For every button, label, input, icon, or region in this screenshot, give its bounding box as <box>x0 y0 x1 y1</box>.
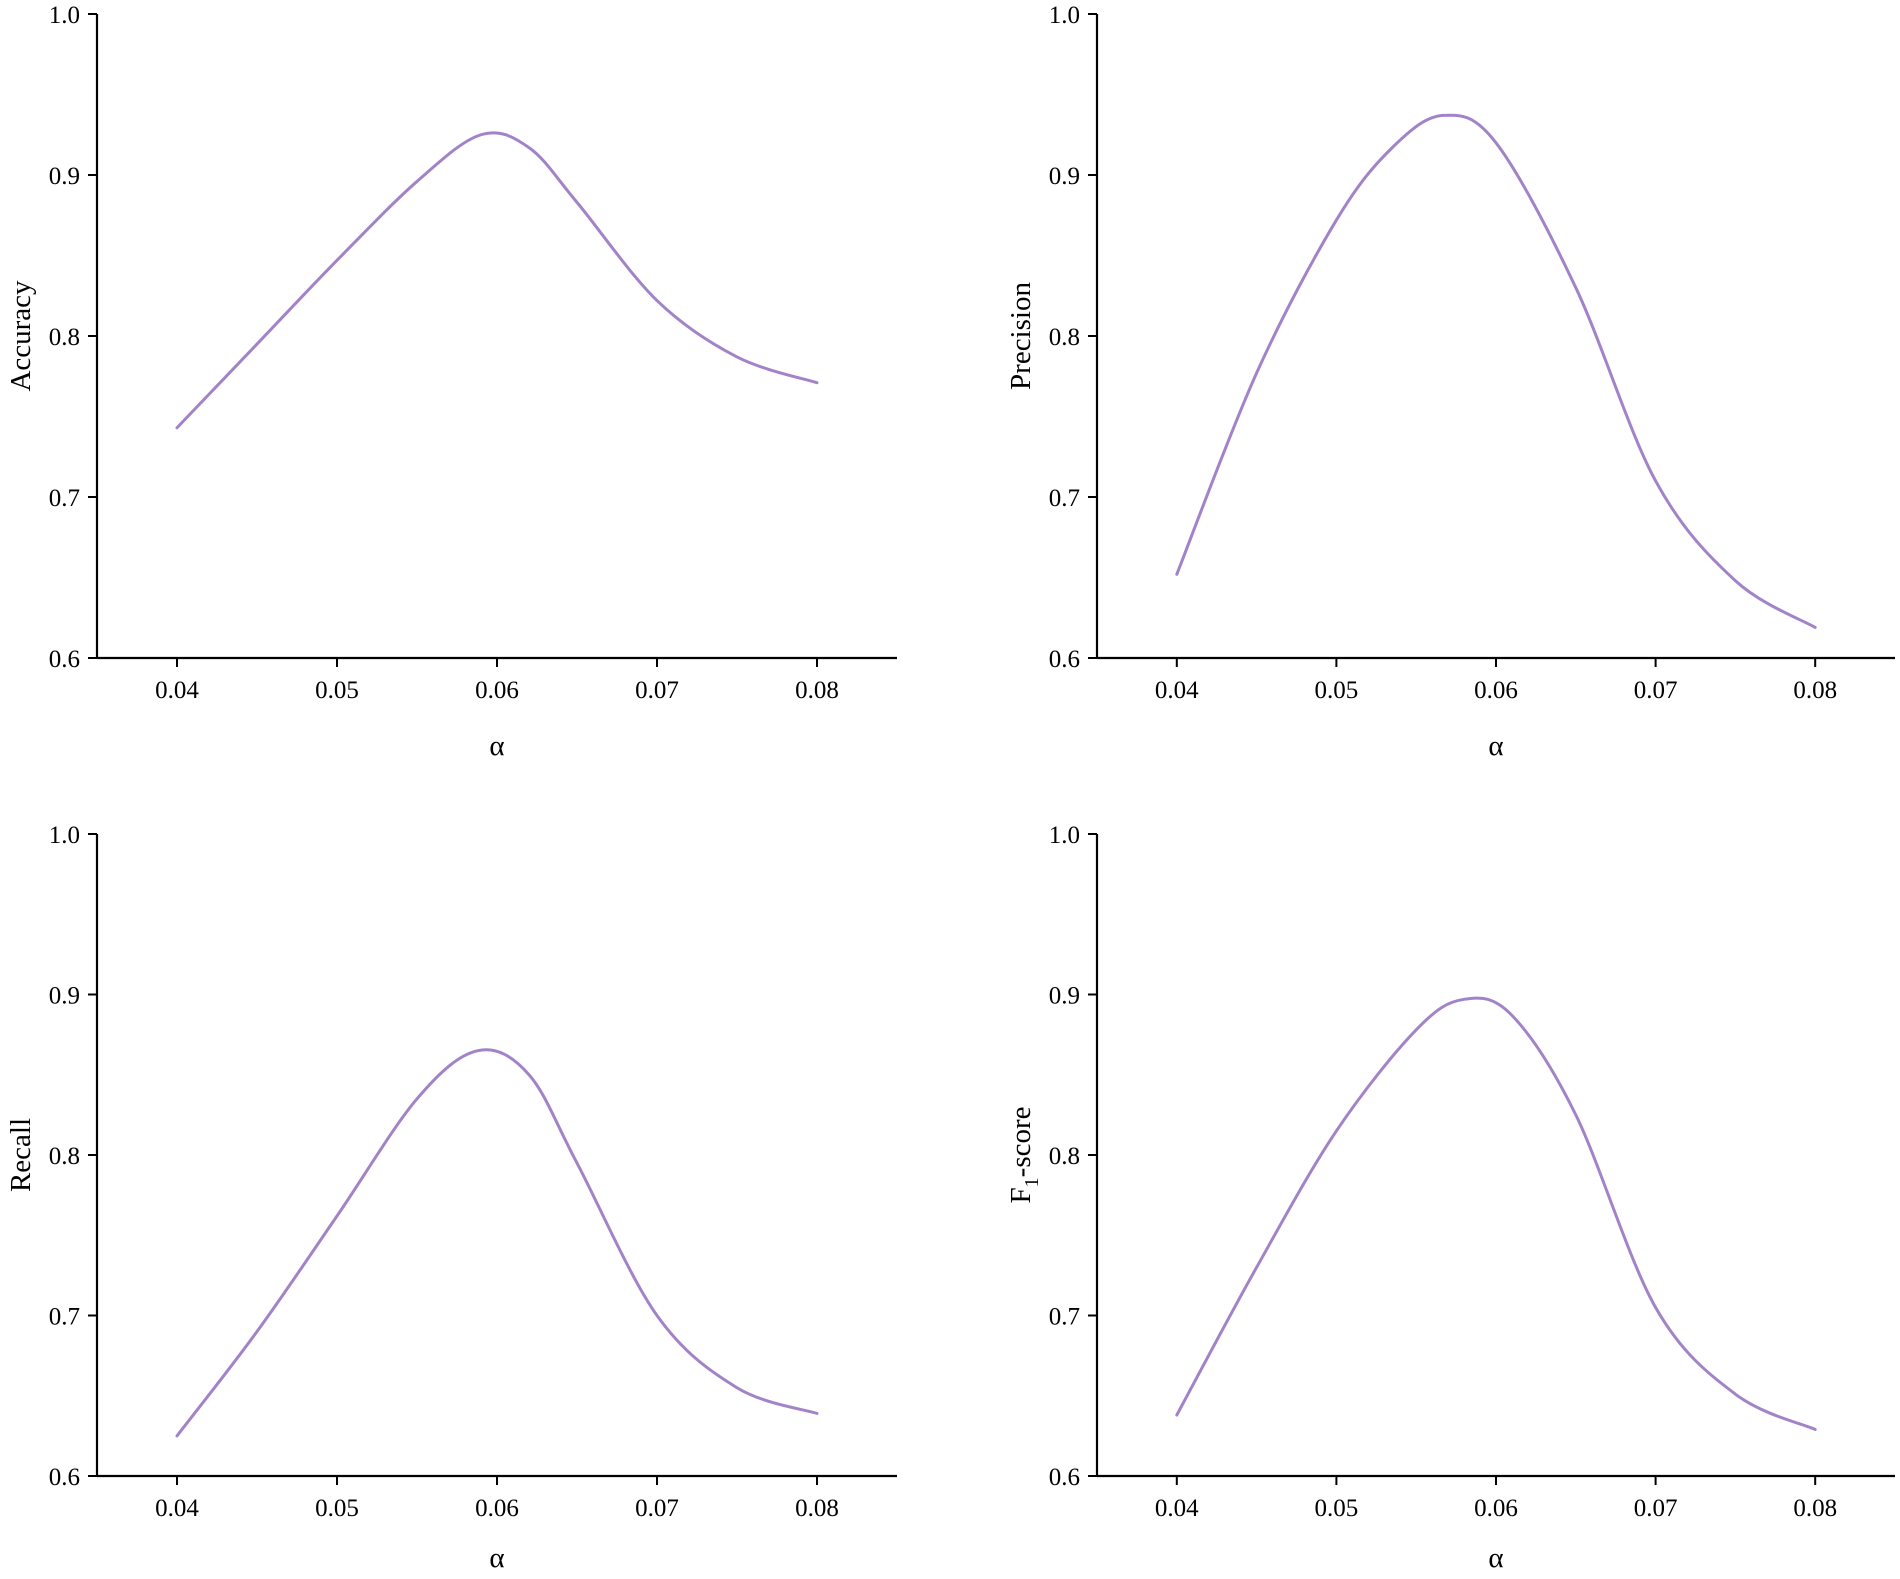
y-tick-label: 0.8 <box>1049 1143 1080 1170</box>
y-tick-label: 1.0 <box>1049 2 1080 29</box>
y-tick-label: 0.9 <box>1049 163 1080 190</box>
y-tick-label: 0.9 <box>1049 983 1080 1010</box>
y-tick-label: 0.8 <box>49 1143 80 1170</box>
x-tick-label: 0.05 <box>1315 1495 1359 1522</box>
ticks-group: 0.04 0.05 0.06 0.07 0.08 0.6 0.7 0.8 0.9 1.0 <box>49 2 839 704</box>
y-tick-label: 0.7 <box>49 485 80 512</box>
ticks-group: 0.04 0.05 0.06 0.07 0.08 0.6 0.7 0.8 0.9 1.0 <box>1049 2 1837 704</box>
x-tick-label: 0.07 <box>1634 677 1678 704</box>
x-tick-label: 0.05 <box>315 677 359 704</box>
x-tick-label: 0.07 <box>635 677 679 704</box>
x-axis-label: α <box>1488 1542 1503 1574</box>
precision-series-line <box>1175 113 1817 629</box>
x-tick-label: 0.06 <box>1474 1495 1518 1522</box>
x-tick-label: 0.08 <box>795 1495 839 1522</box>
y-tick-label: 0.8 <box>1049 324 1080 351</box>
y-tick-label: 0.9 <box>49 983 80 1010</box>
x-tick-label: 0.07 <box>635 1495 679 1522</box>
x-tick-label: 0.07 <box>1634 1495 1678 1522</box>
x-tick-label: 0.05 <box>1315 677 1359 704</box>
y-axis-label: F1-score <box>1005 1107 1043 1204</box>
y-axis-label: Accuracy <box>5 280 37 392</box>
y-tick-label: 0.6 <box>1049 1464 1080 1491</box>
y-tick-label: 1.0 <box>49 822 80 849</box>
y-axis-label-main: F <box>1005 1187 1037 1203</box>
y-tick-label: 0.8 <box>49 324 80 351</box>
x-tick-label: 0.04 <box>1155 1495 1199 1522</box>
accuracy-series-line <box>175 131 819 430</box>
y-tick-label: 0.7 <box>49 1304 80 1331</box>
y-tick-label: 1.0 <box>1049 822 1080 849</box>
ticks-group: 0.04 0.05 0.06 0.07 0.08 0.6 0.7 0.8 0.9 1.0 <box>49 822 839 1522</box>
x-tick-label: 0.06 <box>475 1495 519 1522</box>
x-tick-label: 0.06 <box>1474 677 1518 704</box>
chart-recall: 0.04 0.05 0.06 0.07 0.08 0.6 0.7 0.8 0.9 1.0 α Re… <box>5 822 897 1574</box>
x-tick-label: 0.08 <box>1793 1495 1837 1522</box>
x-tick-label: 0.08 <box>1793 677 1837 704</box>
chart-accuracy: 0.04 0.05 0.06 0.07 0.08 0.6 0.7 0.8 0.9 1.0 α Ac… <box>5 2 897 762</box>
x-tick-label: 0.04 <box>155 1495 199 1522</box>
x-tick-label: 0.06 <box>475 677 519 704</box>
x-axis-label: α <box>489 1542 504 1574</box>
x-tick-label: 0.04 <box>155 677 199 704</box>
chart-precision: 0.04 0.05 0.06 0.07 0.08 0.6 0.7 0.8 0.9 1.0 α Pr… <box>1005 2 1895 762</box>
ticks-group: 0.04 0.05 0.06 0.07 0.08 0.6 0.7 0.8 0.9 1.0 <box>1049 822 1837 1522</box>
f1-score-series-line <box>1175 996 1817 1431</box>
x-tick-label: 0.04 <box>1155 677 1199 704</box>
y-tick-label: 0.7 <box>1049 1304 1080 1331</box>
y-axis-label: Recall <box>5 1118 37 1192</box>
y-tick-label: 0.9 <box>49 163 80 190</box>
recall-series-line <box>175 1048 819 1438</box>
chart-f1-score: 0.04 0.05 0.06 0.07 0.08 0.6 0.7 0.8 0.9 1.0 α F1… <box>1005 822 1895 1574</box>
y-axis-label: Precision <box>1005 282 1037 390</box>
y-tick-label: 0.6 <box>49 646 80 673</box>
y-tick-label: 0.6 <box>1049 646 1080 673</box>
y-axis-label-subscript: 1 <box>1021 1177 1043 1187</box>
x-tick-label: 0.08 <box>795 677 839 704</box>
x-axis-label: α <box>1488 730 1503 762</box>
y-tick-label: 0.6 <box>49 1464 80 1491</box>
y-tick-label: 1.0 <box>49 2 80 29</box>
x-tick-label: 0.05 <box>315 1495 359 1522</box>
y-tick-label: 0.7 <box>1049 485 1080 512</box>
x-axis-label: α <box>489 730 504 762</box>
y-axis-label-suffix: -score <box>1005 1107 1037 1178</box>
